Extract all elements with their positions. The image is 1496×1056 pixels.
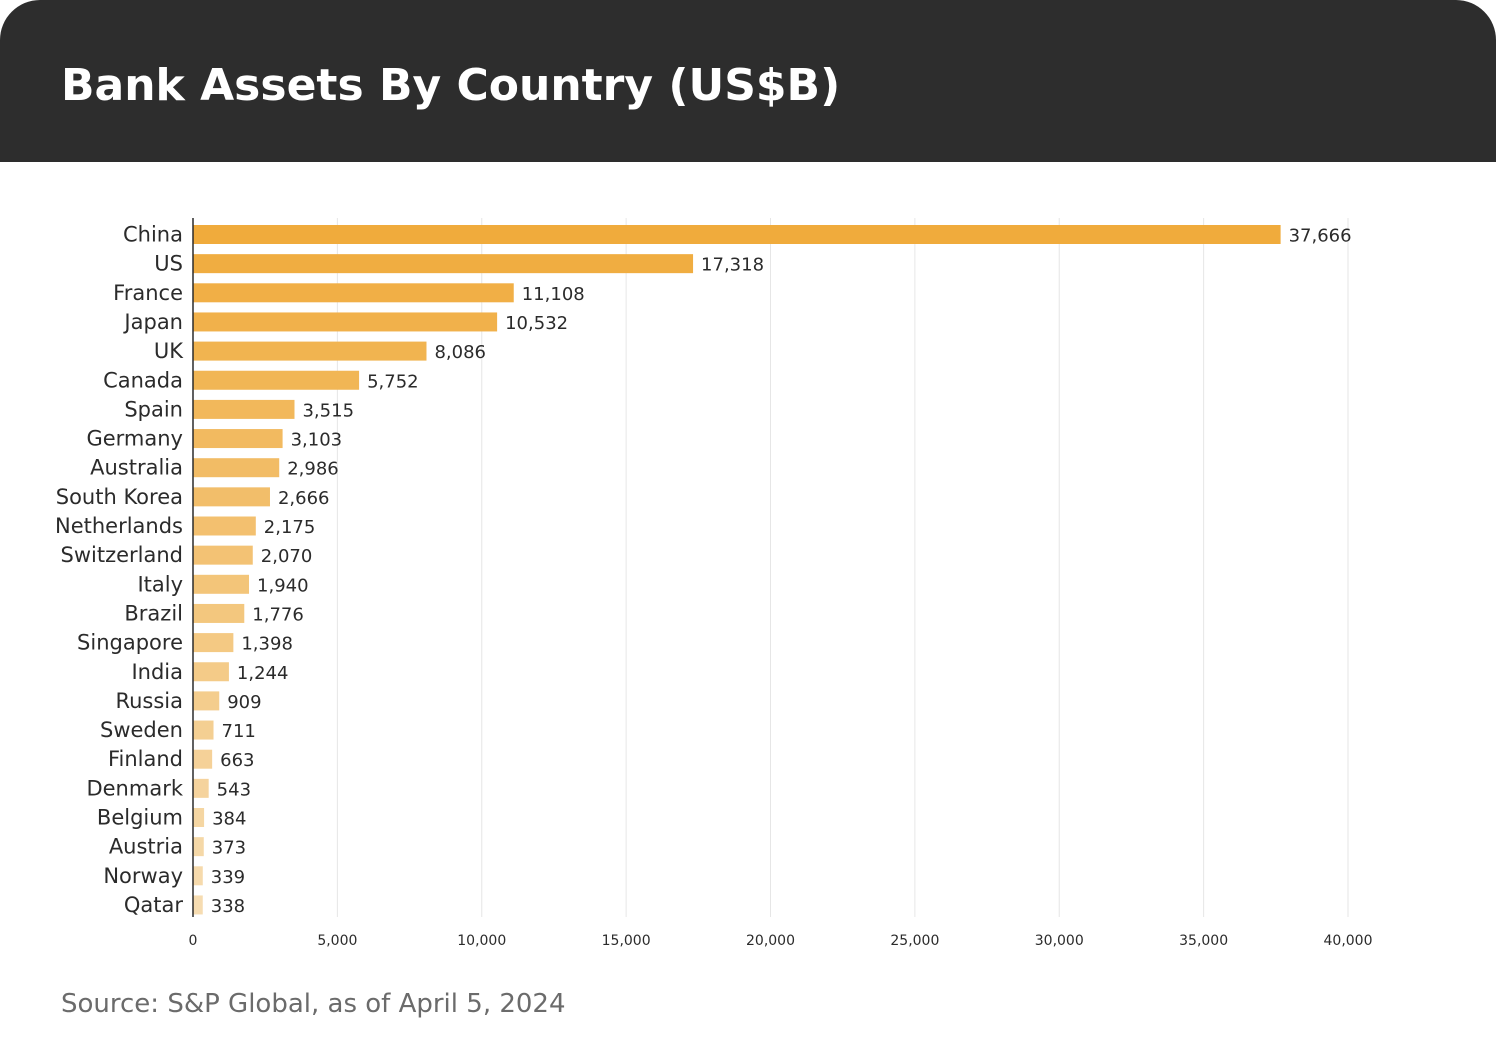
value-label: 2,986 [287,459,339,480]
category-label: France [113,281,183,305]
value-label: 17,318 [701,255,764,276]
value-label: 2,070 [261,546,313,567]
value-label: 10,532 [505,313,568,334]
category-label: Switzerland [61,543,184,567]
value-label: 37,666 [1289,226,1352,247]
value-label: 338 [211,896,245,917]
bar-china [193,225,1281,244]
bar-france [193,283,514,303]
category-label: Australia [90,456,183,480]
category-label: Spain [124,397,183,421]
header-bar: Bank Assets By Country (US$B) [0,0,1496,162]
category-label: UK [154,339,184,363]
category-label: Germany [86,427,183,451]
category-label: Russia [115,689,183,713]
bar-south-korea [193,487,270,507]
category-label: Qatar [124,893,184,917]
category-label: US [154,252,183,276]
category-label: Italy [137,572,183,596]
category-label: Austria [109,835,183,859]
category-label: Norway [103,864,183,888]
value-label: 339 [211,867,245,888]
bar-belgium [193,808,205,827]
value-label: 373 [212,838,246,859]
bar-canada [193,370,360,390]
value-label: 2,175 [264,517,316,538]
category-label: Belgium [97,806,183,830]
bar-australia [193,458,280,478]
bar-norway [193,866,203,886]
value-label: 1,940 [257,575,309,596]
category-label: Singapore [77,631,183,655]
bar-spain [193,399,295,419]
bar-us [193,254,694,274]
value-label: 711 [222,721,256,742]
value-label: 3,515 [302,400,354,421]
category-label: Denmark [86,776,183,800]
gridlines [336,218,1349,917]
value-labels: 37,666 17,318 11,108 10,532 8,086 5,752 3,515 3… [211,226,1352,917]
x-tick-label: 5,000 [317,933,357,949]
category-label: Japan [122,310,183,334]
x-tick-label: 40,000 [1324,933,1373,949]
bar-netherlands [193,516,256,536]
bar-austria [193,837,204,857]
value-label: 909 [227,692,261,713]
x-tick-label: 30,000 [1035,933,1084,949]
x-axis: 0 5,000 10,000 15,000 20,000 25,000 30,000 35,0… [189,218,1373,949]
bar-finland [193,749,213,769]
value-label: 543 [217,779,251,800]
x-tick-label: 20,000 [746,933,795,949]
bars [193,225,1281,915]
bar-brazil [193,603,245,623]
x-tick-label: 10,000 [457,933,506,949]
category-label: Finland [108,747,183,771]
value-label: 2,666 [278,488,330,509]
source-note: Source: S&P Global, as of April 5, 2024 [61,989,566,1019]
category-label: Sweden [100,718,183,742]
value-label: 663 [220,750,254,771]
bar-singapore [193,633,234,653]
value-label: 11,108 [522,284,585,305]
bar-russia [193,691,220,711]
bar-germany [193,429,283,449]
category-label: Canada [103,368,183,392]
x-tick-label: 25,000 [890,933,939,949]
value-label: 1,776 [252,604,304,625]
chart-title: Bank Assets By Country (US$B) [61,60,841,111]
bar-india [193,662,229,682]
value-label: 3,103 [291,430,343,451]
bar-sweden [193,720,214,740]
bar-chart: 37,666 17,318 11,108 10,532 8,086 5,752 3,515 3… [55,218,1373,949]
x-tick-label: 15,000 [602,933,651,949]
value-label: 384 [212,809,246,830]
bar-switzerland [193,545,253,565]
value-label: 8,086 [434,342,486,363]
value-label: 5,752 [367,371,419,392]
bar-denmark [193,778,209,798]
value-label: 1,244 [237,663,289,684]
x-tick-label: 0 [189,933,198,949]
category-label: Netherlands [55,514,183,538]
category-label: India [131,660,183,684]
bar-qatar [193,895,203,915]
category-label: Brazil [124,601,183,625]
bar-japan [193,312,498,332]
bar-italy [193,574,250,594]
category-label: South Korea [56,485,183,509]
value-label: 1,398 [241,634,293,655]
bar-uk [193,341,427,361]
category-labels: China US France Japan UK Canada Spain Germany Au… [55,223,184,917]
x-tick-label: 35,000 [1179,933,1228,949]
category-label: China [123,223,183,247]
